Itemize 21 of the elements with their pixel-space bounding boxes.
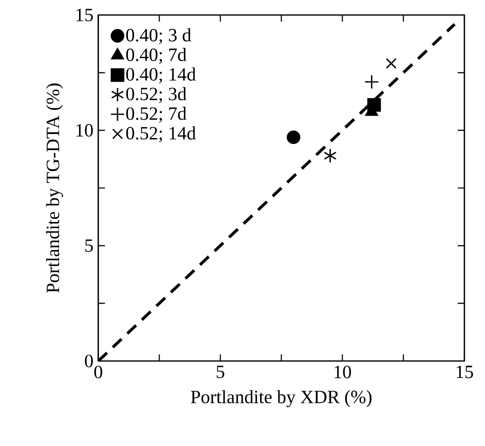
legend-label: 0.52; 14d [126,126,196,142]
x-tick-label: 0 [94,366,102,378]
point [367,98,381,112]
x-tick-label: 5 [216,366,224,378]
x-tick-label: 10 [334,366,351,378]
x-axis-title: Portlandite by XDR (%) [190,390,372,408]
legend-label: 0.52; 3d [126,87,186,103]
y-axis-title: Portlandite by TG-DTA (%) [46,84,64,293]
x-tick-label: 15 [456,366,474,378]
legend-label: 0.52; 7d [126,106,186,123]
legend-label: 0.40; 14d [126,68,196,84]
point [364,74,379,90]
point [386,58,397,69]
y-tick-label: 0 [84,354,93,368]
legend-label: 0.40; 3 d [126,28,192,44]
point [286,130,300,144]
legend-label: 0.40; 7d [126,48,186,64]
point [324,148,337,164]
y-tick-label: 15 [76,8,93,22]
y-tick-label: 5 [85,239,93,252]
y-tick-label: 10 [76,124,93,137]
